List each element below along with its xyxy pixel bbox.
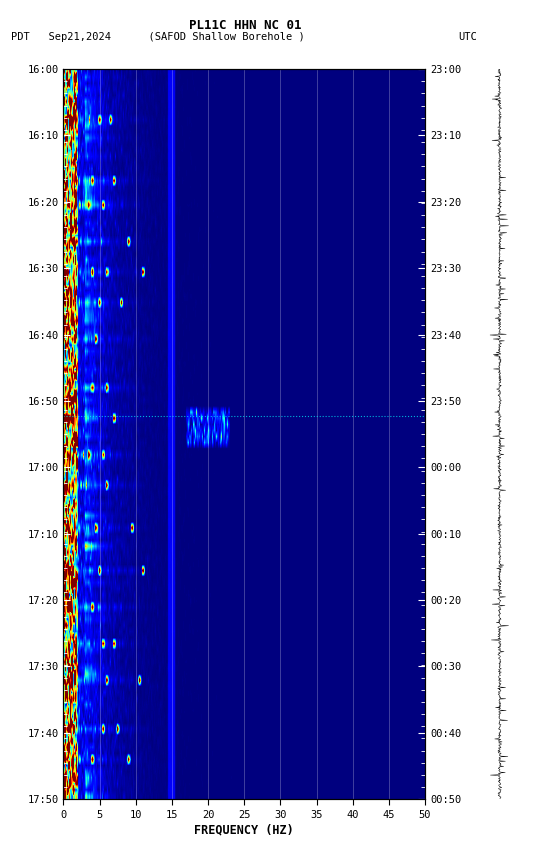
Text: PDT   Sep21,2024      (SAFOD Shallow Borehole ): PDT Sep21,2024 (SAFOD Shallow Borehole ): [11, 32, 305, 42]
Text: PL11C HHN NC 01: PL11C HHN NC 01: [189, 19, 302, 32]
X-axis label: FREQUENCY (HZ): FREQUENCY (HZ): [194, 823, 294, 836]
Text: UTC: UTC: [458, 32, 477, 42]
